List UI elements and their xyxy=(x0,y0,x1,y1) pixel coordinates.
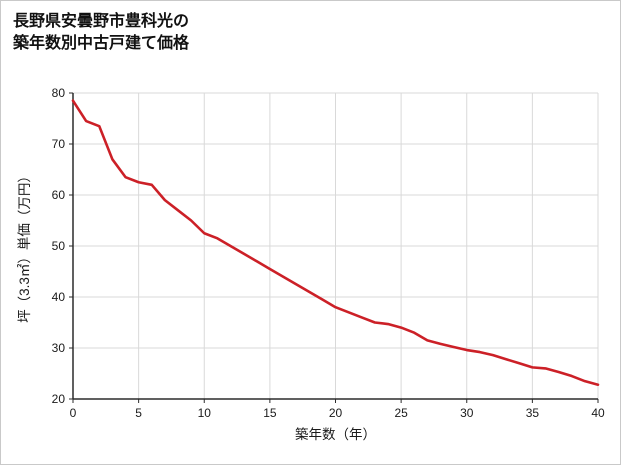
y-axis-label: 坪（3.3㎡）単価（万円） xyxy=(17,169,32,323)
x-tick-label: 15 xyxy=(263,406,277,420)
y-tick-label: 70 xyxy=(52,137,66,151)
y-tick-label: 30 xyxy=(52,341,66,355)
price-line xyxy=(71,99,600,387)
chart-title: 長野県安曇野市豊科光の 築年数別中古戸建て価格 xyxy=(13,11,189,54)
x-tick-label: 10 xyxy=(198,406,212,420)
x-tick-label: 0 xyxy=(70,406,77,420)
y-tick-label: 50 xyxy=(52,239,66,253)
x-tick-label: 35 xyxy=(526,406,540,420)
x-tick-label: 25 xyxy=(394,406,408,420)
x-axis-label: 築年数（年） xyxy=(295,427,376,442)
y-tick-label: 20 xyxy=(52,392,66,406)
y-tick-label: 80 xyxy=(52,86,66,100)
x-tick-label: 20 xyxy=(329,406,343,420)
x-tick-label: 5 xyxy=(135,406,142,420)
chart-title-line-2: 築年数別中古戸建て価格 xyxy=(13,34,190,52)
x-tick-label: 30 xyxy=(460,406,474,420)
x-tick-label: 40 xyxy=(591,406,605,420)
y-tick-label: 60 xyxy=(52,188,66,202)
y-tick-label: 40 xyxy=(52,290,66,304)
chart-title-line-1: 長野県安曇野市豊科光の xyxy=(13,13,190,30)
